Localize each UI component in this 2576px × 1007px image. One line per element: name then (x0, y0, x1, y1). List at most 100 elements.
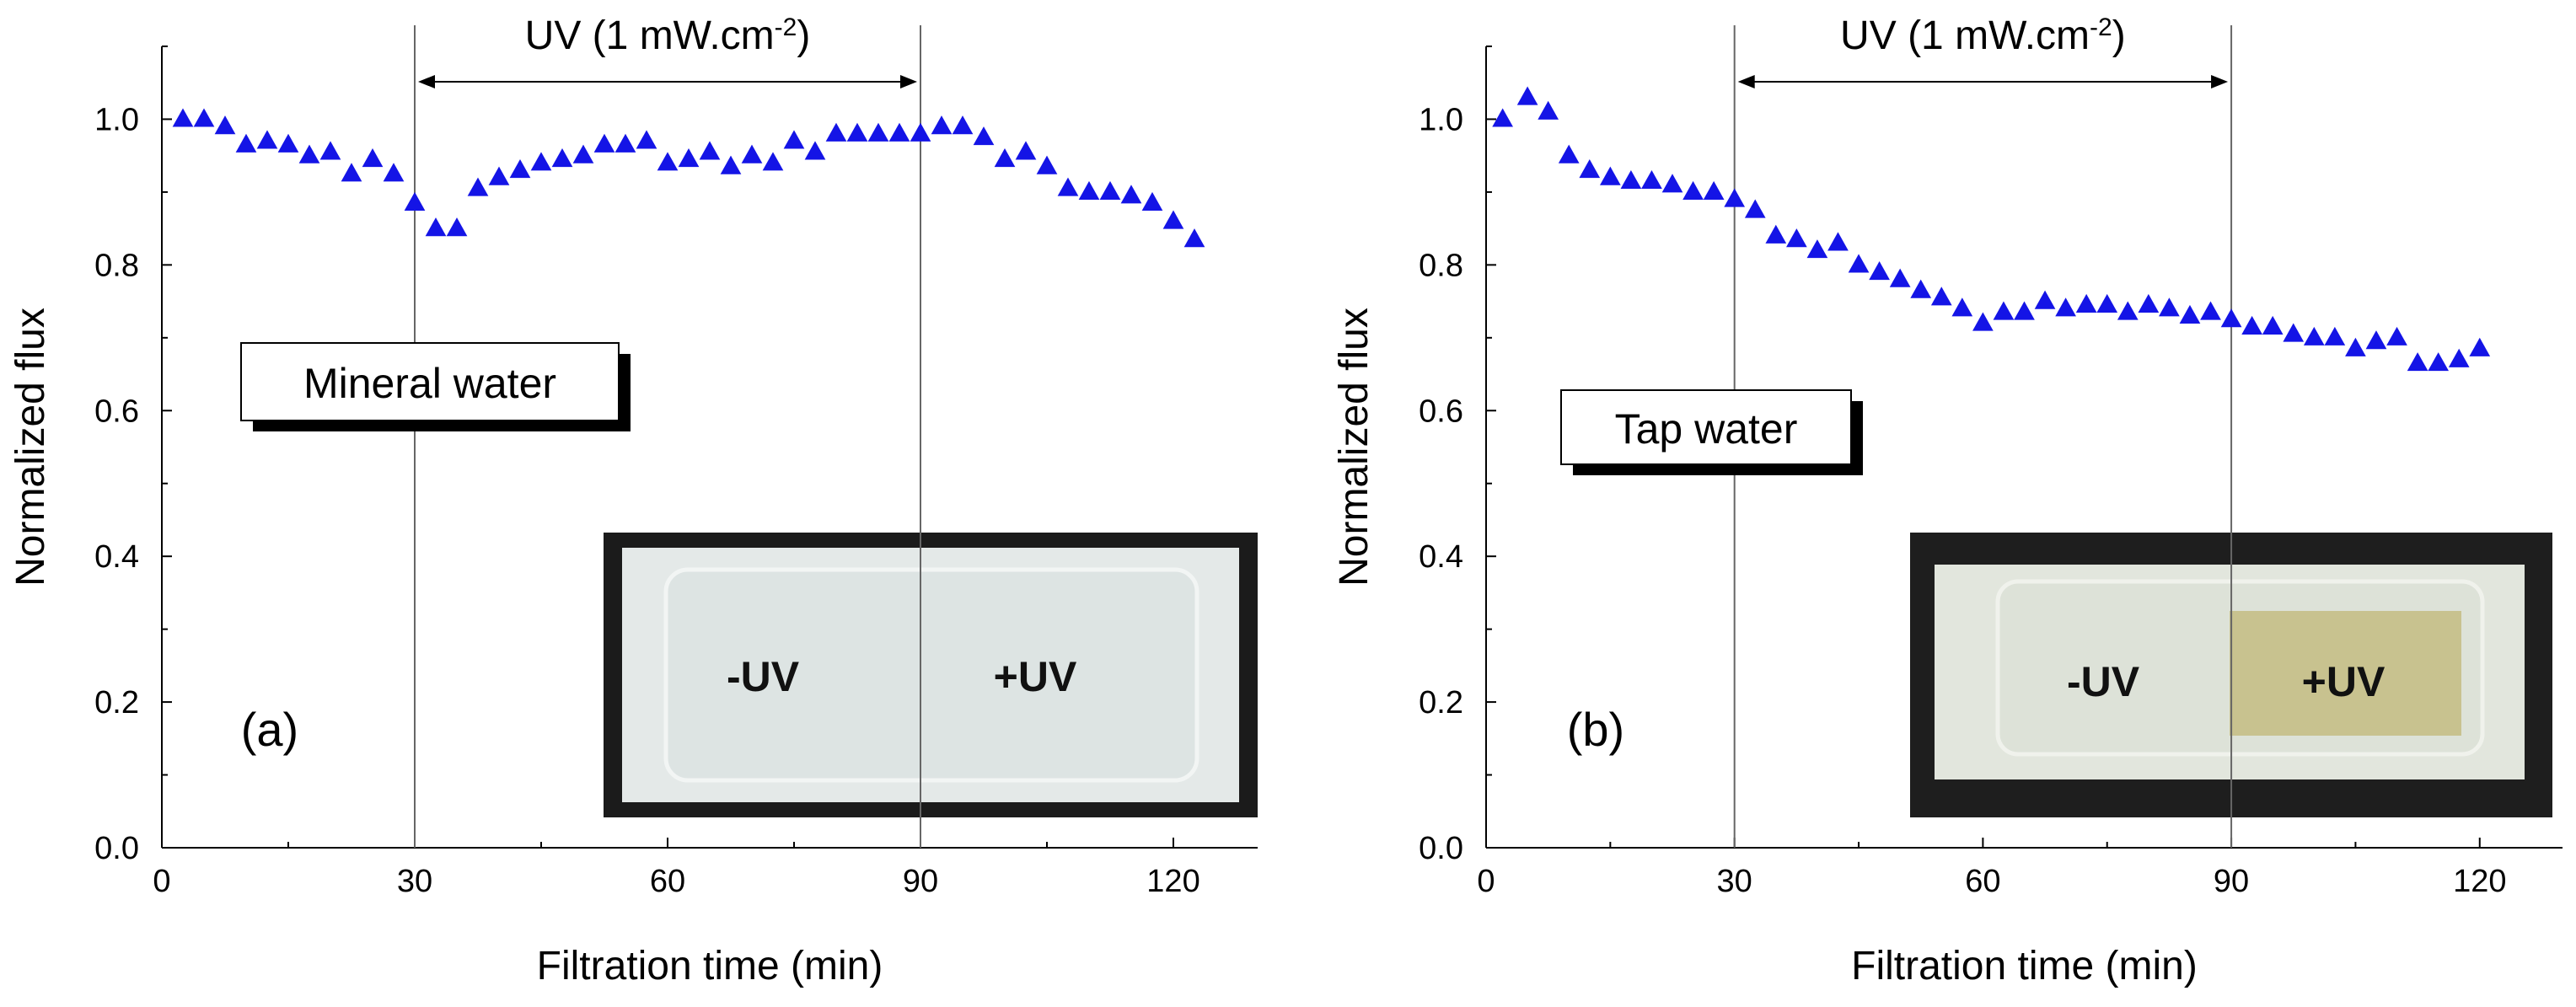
legend-box-a: Mineral water (240, 342, 631, 431)
inset-photo-b: -UV +UV (1910, 533, 2552, 817)
x-tick-label: 60 (650, 864, 685, 899)
data-point (2365, 330, 2387, 350)
y-axis-title: Normalized flux (1332, 308, 1377, 587)
data-point (1806, 239, 1828, 259)
y-tick-label: 1.0 (1419, 102, 1463, 137)
data-point (404, 191, 426, 211)
y-tick-label: 0.4 (1419, 539, 1463, 575)
data-point (846, 122, 868, 142)
x-tick-label: 0 (153, 864, 170, 899)
x-tick-label: 0 (1477, 864, 1495, 899)
data-point (1889, 268, 1911, 287)
legend-frame (1560, 389, 1852, 465)
data-point (235, 133, 257, 153)
data-point (425, 217, 447, 237)
y-tick-label: 0.2 (1419, 685, 1463, 720)
data-point (614, 133, 636, 153)
legend-label: Tap water (1615, 405, 1798, 453)
data-point (2096, 293, 2118, 313)
data-point (1993, 301, 2015, 320)
data-point (509, 158, 531, 179)
panel-label: (b) (1567, 703, 1624, 756)
data-point (362, 148, 384, 168)
data-point (2241, 315, 2262, 335)
data-point (1120, 185, 1142, 204)
y-axis-title: Normalized flux (8, 308, 53, 587)
panel-b: -UV +UV 0.0 0.2 0.4 0.6 0.8 1.0 0 30 60 90 120 Filt… (1332, 13, 2563, 988)
data-point (2345, 337, 2366, 356)
data-point (2407, 352, 2428, 372)
data-point (1078, 180, 1100, 201)
data-point (1057, 177, 1079, 196)
y-tick-label: 0.0 (94, 831, 139, 866)
inset-uv-zone (2230, 611, 2461, 736)
data-point (2014, 301, 2035, 320)
data-point (699, 141, 721, 160)
data-point (1492, 108, 1513, 127)
data-point (1786, 228, 1807, 248)
panel-label: (a) (241, 703, 298, 756)
data-point (720, 155, 742, 174)
x-tick-label: 120 (1146, 864, 1199, 899)
x-tick-label: 30 (397, 864, 432, 899)
data-point (931, 115, 953, 135)
data-point (2386, 326, 2407, 345)
data-point (1744, 199, 1766, 218)
data-point (762, 152, 784, 171)
data-point (1162, 210, 1184, 229)
data-point (888, 122, 910, 142)
data-point (256, 130, 278, 149)
data-point (1765, 224, 1787, 244)
data-point (277, 133, 299, 153)
data-point (2055, 297, 2076, 317)
data-point (2220, 308, 2242, 328)
data-point (2283, 323, 2305, 342)
legend-frame (240, 342, 620, 421)
data-point (636, 130, 657, 149)
uv-arrow-head-right (2211, 75, 2229, 88)
data-point (214, 115, 236, 135)
data-point (741, 144, 763, 163)
data-point (383, 163, 405, 182)
data-point (910, 122, 931, 142)
legend-label: Mineral water (303, 360, 556, 407)
y-tick-label: 1.0 (94, 102, 139, 137)
data-point (572, 144, 594, 163)
inset-minus-uv-label: -UV (2067, 658, 2140, 705)
y-tick-label: 0.6 (94, 394, 139, 429)
data-point (2179, 304, 2201, 324)
data-point (678, 148, 700, 168)
data-point (446, 217, 468, 237)
data-point (2034, 290, 2056, 309)
data-point (1641, 169, 1662, 190)
data-point (2200, 301, 2221, 320)
data-point (657, 152, 679, 171)
data-point (2303, 326, 2325, 345)
uv-arrow-head-left (1737, 75, 1755, 88)
y-tick-label: 0.4 (94, 539, 139, 575)
data-point (1599, 166, 1621, 185)
data-point (994, 148, 1016, 168)
x-tick-label: 30 (1717, 864, 1752, 899)
data-point (1620, 169, 1642, 190)
data-point (2117, 301, 2139, 320)
data-point (298, 144, 320, 163)
data-point (341, 163, 362, 182)
data-point (172, 108, 194, 127)
data-point (1516, 86, 1538, 105)
y-tick-label: 0.0 (1419, 831, 1463, 866)
inset-plus-uv-label: +UV (994, 653, 1077, 700)
y-tick-label: 0.8 (1419, 248, 1463, 283)
data-point (2159, 297, 2180, 317)
data-point (551, 148, 573, 168)
data-point (2469, 337, 2491, 356)
y-tick-label: 0.6 (1419, 394, 1463, 429)
data-point (1036, 155, 1058, 174)
x-tick-label: 60 (1965, 864, 2000, 899)
data-point (1015, 141, 1037, 160)
data-point (593, 133, 615, 153)
inset-plus-uv-label: +UV (2302, 658, 2385, 705)
data-point (1910, 279, 1932, 298)
data-point (1099, 180, 1121, 201)
